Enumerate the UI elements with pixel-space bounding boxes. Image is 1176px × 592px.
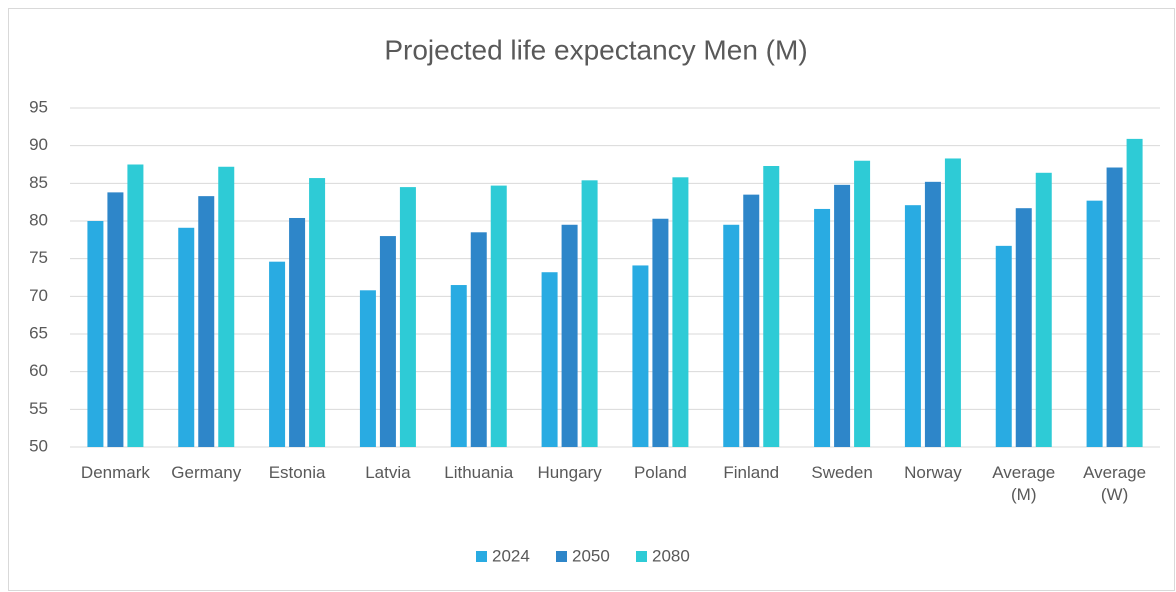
x-tick-label: Average (M) bbox=[992, 463, 1056, 504]
y-tick-label: 90 bbox=[29, 135, 48, 154]
bar bbox=[289, 217, 306, 447]
bar bbox=[763, 166, 780, 448]
bar bbox=[743, 194, 760, 447]
bar bbox=[1015, 208, 1032, 447]
legend-swatch bbox=[476, 551, 487, 562]
x-tick-label: Poland bbox=[633, 463, 687, 482]
legend-label: 2080 bbox=[652, 546, 690, 565]
x-tick-label: Germany bbox=[171, 463, 242, 482]
y-tick-label: 65 bbox=[29, 323, 48, 342]
bar bbox=[218, 166, 235, 447]
bar bbox=[1126, 138, 1143, 448]
y-tick-label: 55 bbox=[29, 399, 48, 418]
y-tick-label: 80 bbox=[29, 210, 48, 229]
bar bbox=[178, 227, 195, 447]
bar bbox=[834, 184, 851, 447]
bar bbox=[127, 164, 144, 447]
bar bbox=[198, 196, 215, 447]
bar bbox=[399, 187, 416, 447]
bar bbox=[490, 185, 507, 448]
bar bbox=[581, 180, 598, 447]
y-tick-label: 95 bbox=[29, 97, 48, 116]
bar bbox=[1035, 172, 1052, 447]
bar bbox=[995, 245, 1012, 447]
bar bbox=[561, 224, 578, 447]
bar bbox=[814, 208, 831, 447]
bar bbox=[672, 177, 689, 447]
bar bbox=[854, 160, 871, 447]
x-tick-label: Denmark bbox=[80, 463, 150, 482]
x-tick-label: Estonia bbox=[268, 463, 326, 482]
bar bbox=[87, 221, 104, 447]
bar bbox=[723, 224, 740, 447]
y-tick-label: 50 bbox=[29, 436, 48, 455]
bar bbox=[924, 181, 941, 447]
bar bbox=[359, 290, 376, 447]
bar bbox=[944, 158, 961, 447]
y-tick-label: 75 bbox=[29, 248, 48, 267]
bar bbox=[269, 261, 286, 447]
x-tick-label: Hungary bbox=[537, 463, 602, 482]
bar bbox=[541, 272, 558, 447]
bar bbox=[1086, 200, 1103, 447]
bar bbox=[1106, 167, 1123, 447]
bar bbox=[470, 232, 487, 447]
x-tick-label: Finland bbox=[723, 463, 780, 482]
y-tick-label: 60 bbox=[29, 361, 48, 380]
x-tick-label: Average (W) bbox=[1083, 463, 1147, 504]
bar bbox=[652, 218, 669, 447]
legend-swatch bbox=[636, 551, 647, 562]
bar bbox=[632, 265, 649, 447]
bar bbox=[904, 205, 921, 447]
x-tick-label: Norway bbox=[904, 463, 962, 482]
chart-title: Projected life expectancy Men (M) bbox=[384, 34, 807, 65]
bar bbox=[107, 192, 124, 447]
bar bbox=[379, 236, 396, 447]
legend-label: 2050 bbox=[572, 546, 610, 565]
x-tick-label: Latvia bbox=[365, 463, 411, 482]
x-tick-label: Lithuania bbox=[444, 463, 514, 482]
legend-label: 2024 bbox=[492, 546, 530, 565]
y-tick-label: 70 bbox=[29, 286, 48, 305]
y-tick-label: 85 bbox=[29, 173, 48, 192]
bar bbox=[450, 285, 467, 447]
x-tick-label: Sweden bbox=[811, 463, 873, 482]
legend-swatch bbox=[556, 551, 567, 562]
bar bbox=[309, 178, 326, 447]
